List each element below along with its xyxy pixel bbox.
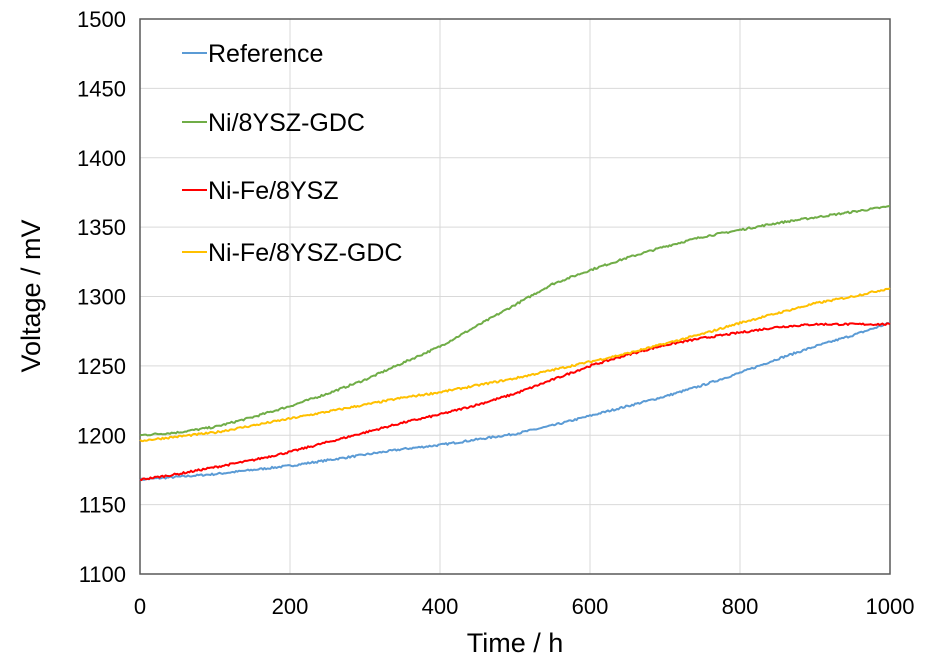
x-tick-label: 1000: [866, 594, 915, 619]
x-tick-label: 200: [272, 594, 309, 619]
y-tick-label: 1150: [79, 493, 126, 518]
plot-area-frame: [139, 18, 891, 575]
x-tick-label: 600: [572, 594, 609, 619]
y-tick-label: 1250: [77, 354, 126, 379]
series-line-ni-8ysz-gdc: [139, 205, 891, 437]
series-line-reference: [139, 321, 891, 482]
x-tick-label: 0: [134, 594, 146, 619]
legend-label: Ni/8YSZ-GDC: [208, 109, 365, 137]
grid-lines: [139, 18, 891, 575]
series-line-ni-fe-8ysz: [139, 322, 891, 482]
x-tick-label: 400: [422, 594, 459, 619]
y-tick-label: 1300: [77, 285, 126, 310]
legend-label: Ni-Fe/8YSZ: [208, 177, 339, 205]
legend: Reference Ni/8YSZ-GDC Ni-Fe/8YSZ Ni-Fe/8YSZ…: [182, 40, 402, 267]
x-axis-title: Time / h: [467, 628, 564, 658]
series-line-ni-fe-8ysz-gdc: [139, 287, 891, 443]
legend-label: Ni-Fe/8YSZ-GDC: [208, 239, 402, 267]
y-tick-label: 1350: [77, 215, 126, 240]
legend-label: Reference: [208, 40, 323, 68]
x-tick-labels: 0 200 400 600 800 1000: [134, 594, 915, 619]
y-tick-label: 1100: [79, 562, 126, 587]
x-tick-label: 800: [722, 594, 759, 619]
series-layer: [139, 205, 891, 482]
y-tick-label: 1400: [77, 146, 126, 171]
y-tick-label: 1450: [77, 76, 126, 101]
y-tick-label: 1200: [77, 423, 126, 448]
y-tick-labels: 1100 1150 1200 1250 1300 1350 1400 1450 1500: [77, 7, 126, 587]
y-axis-title: Voltage / mV: [16, 219, 46, 372]
y-tick-label: 1500: [77, 7, 126, 32]
